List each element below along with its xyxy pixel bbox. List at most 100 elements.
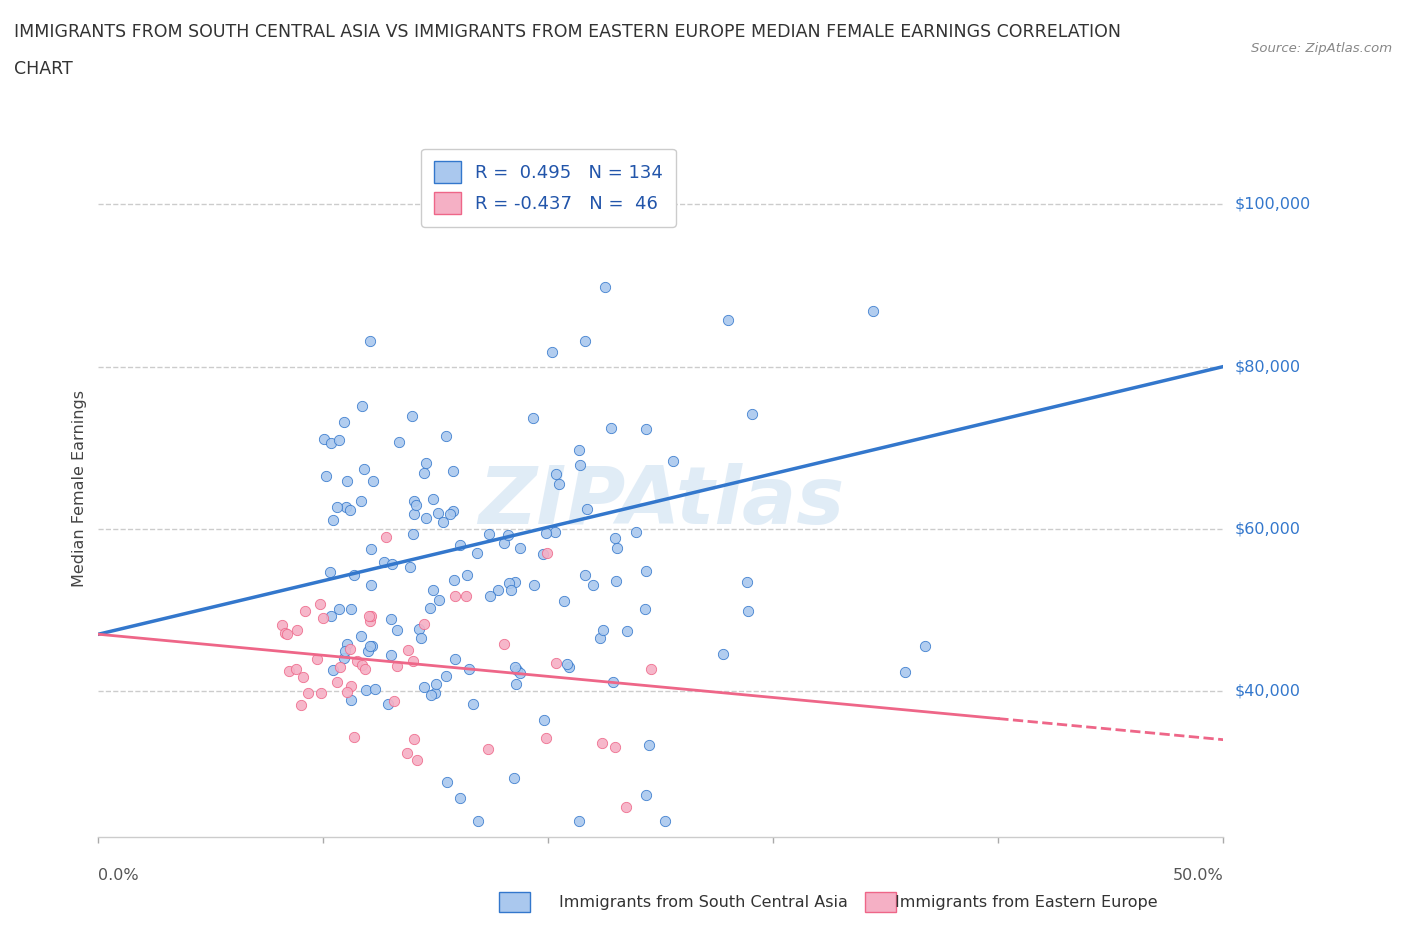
Point — [291, 670, 314, 684]
Point — [477, 742, 499, 757]
Point — [377, 697, 399, 711]
Point — [592, 622, 614, 637]
Point — [402, 654, 425, 669]
Point — [449, 538, 471, 552]
Point — [332, 651, 354, 666]
Point — [914, 639, 936, 654]
Bar — [865, 892, 896, 912]
Point — [405, 498, 427, 512]
Point — [558, 660, 581, 675]
Point — [486, 583, 509, 598]
Point — [574, 567, 596, 582]
Point — [499, 583, 522, 598]
Point — [420, 687, 443, 702]
Point — [406, 752, 429, 767]
Point — [350, 399, 373, 414]
Point — [548, 477, 571, 492]
Point — [336, 474, 359, 489]
Text: 50.0%: 50.0% — [1173, 868, 1223, 883]
Point — [614, 800, 637, 815]
Point — [385, 623, 408, 638]
Point — [894, 664, 917, 679]
Point — [449, 790, 471, 805]
Point — [388, 434, 411, 449]
Point — [328, 432, 350, 447]
Point — [711, 647, 734, 662]
Point — [309, 685, 332, 700]
Point — [454, 588, 477, 603]
Point — [335, 644, 357, 658]
Point — [408, 621, 430, 636]
Point — [503, 574, 526, 589]
Point — [413, 465, 436, 480]
Point — [339, 642, 361, 657]
Point — [503, 659, 526, 674]
Point — [626, 525, 648, 539]
Point — [603, 530, 626, 545]
Point — [346, 654, 368, 669]
Point — [637, 738, 659, 753]
Point — [395, 746, 418, 761]
Point — [465, 546, 488, 561]
Point — [361, 639, 384, 654]
Point — [636, 787, 658, 802]
Point — [360, 578, 382, 592]
Point — [505, 677, 527, 692]
Point — [434, 669, 457, 684]
Point — [458, 661, 481, 676]
Point — [496, 527, 519, 542]
Point — [634, 601, 657, 616]
Point — [354, 661, 377, 676]
Point — [364, 682, 387, 697]
Point — [350, 493, 373, 508]
Point — [467, 814, 489, 829]
Point — [343, 729, 366, 744]
Point — [357, 609, 380, 624]
Point — [305, 652, 328, 667]
Point — [478, 526, 501, 541]
Point — [402, 732, 425, 747]
Point — [434, 429, 457, 444]
Point — [360, 541, 382, 556]
Point — [523, 578, 546, 592]
Point — [444, 652, 467, 667]
Point — [605, 739, 627, 754]
Point — [315, 469, 337, 484]
Point — [276, 627, 298, 642]
Point — [536, 546, 558, 561]
Point — [544, 525, 567, 540]
Point — [336, 637, 359, 652]
Point — [544, 467, 567, 482]
Point — [662, 454, 685, 469]
Point — [353, 461, 375, 476]
Point — [509, 666, 531, 681]
Point — [312, 611, 335, 626]
Point — [568, 814, 591, 829]
Point — [359, 333, 381, 348]
Point — [602, 674, 624, 689]
Point — [335, 499, 357, 514]
Point — [357, 644, 380, 658]
Point — [443, 573, 465, 588]
Point — [589, 631, 612, 645]
Y-axis label: Median Female Earnings: Median Female Earnings — [72, 390, 87, 587]
Point — [425, 676, 447, 691]
Point — [314, 432, 336, 446]
Point — [441, 463, 464, 478]
Point — [522, 410, 544, 425]
Point — [531, 546, 554, 561]
Point — [322, 662, 344, 677]
Point — [492, 536, 515, 551]
Point — [717, 312, 740, 327]
Point — [540, 344, 562, 359]
Point — [737, 604, 759, 618]
Point — [290, 698, 312, 712]
Point — [640, 662, 662, 677]
Point — [360, 608, 382, 623]
Point — [339, 602, 361, 617]
Point — [862, 303, 884, 318]
Point — [297, 685, 319, 700]
Point — [419, 601, 441, 616]
Point — [396, 643, 419, 658]
Legend: R =  0.495   N = 134, R = -0.437   N =  46: R = 0.495 N = 134, R = -0.437 N = 46 — [420, 149, 676, 227]
